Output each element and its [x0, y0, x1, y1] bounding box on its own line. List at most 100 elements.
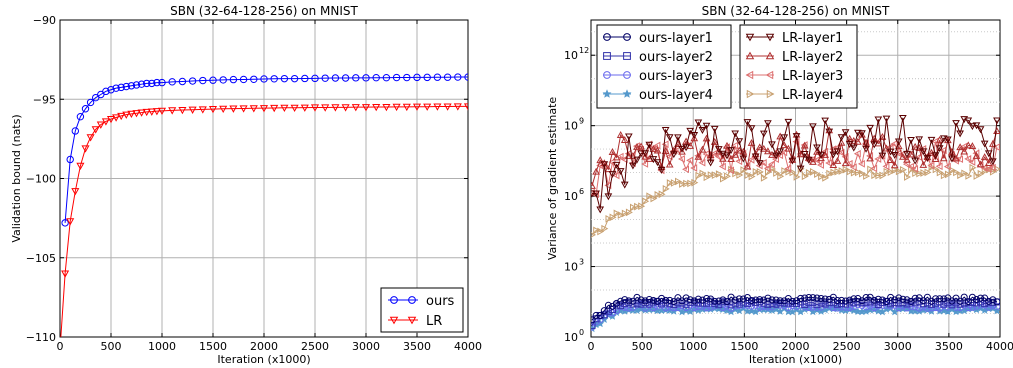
data-point-LR-layer1 [755, 160, 764, 168]
y-tick-label: 10 [564, 120, 578, 133]
data-point-LR-layer4 [793, 173, 801, 181]
data-point-LR-layer1 [723, 152, 731, 160]
data-point-LR [137, 109, 146, 117]
data-point-ours-layer2 [784, 299, 792, 307]
data-point-LR-layer1 [702, 122, 711, 130]
data-point-ours [61, 219, 69, 227]
data-point-ours-layer1 [940, 295, 948, 303]
data-point-LR-layer2 [698, 145, 707, 153]
data-point-ours-layer2 [735, 300, 743, 308]
data-point-ours-layer1 [645, 295, 653, 303]
data-point-LR-layer1 [661, 127, 670, 134]
data-point-ours-layer1 [862, 294, 870, 302]
data-point-LR-layer1 [776, 148, 785, 156]
data-point-LR-layer1 [616, 168, 625, 176]
data-point-ours-layer1 [919, 297, 927, 305]
data-point-LR [71, 188, 80, 196]
data-point-ours-layer1 [977, 294, 985, 302]
legend-marker [745, 33, 755, 42]
data-point-ours [382, 73, 391, 82]
data-point-LR-layer1 [759, 130, 768, 138]
data-point-LR-layer1 [747, 125, 756, 133]
data-point-LR-layer1 [964, 117, 973, 125]
data-point-ours-layer2 [952, 299, 960, 307]
data-point-ours-layer1 [956, 297, 964, 305]
data-point-ours [153, 78, 161, 87]
data-point-ours-layer1 [723, 298, 731, 306]
data-point-ours-layer1 [649, 296, 657, 304]
data-point-ours-layer1 [670, 298, 678, 306]
data-point-ours-layer2 [805, 299, 813, 307]
data-point-LR-layer1 [624, 133, 633, 141]
data-point-ours [117, 83, 125, 92]
legend-label-LR-layer1: LR-layer1 [782, 31, 843, 46]
data-point-ours [290, 74, 299, 83]
data-point-LR-layer1 [821, 117, 830, 125]
data-point-LR-layer4 [834, 167, 842, 176]
data-point-LR-layer3 [682, 165, 689, 174]
data-point-LR-layer2 [899, 152, 907, 160]
x-axis-label: Iteration (x1000) [217, 353, 310, 366]
data-point-ours-layer1 [686, 296, 694, 304]
data-point-LR-layer2 [972, 151, 981, 159]
data-point-ours [239, 75, 248, 84]
data-point-LR-layer1 [694, 119, 703, 127]
legend-label-LR: LR [426, 314, 442, 329]
data-point-LR-layer4 [781, 167, 789, 175]
data-point-LR-layer4 [748, 172, 756, 181]
data-point-LR-layer4 [859, 169, 866, 178]
data-point-LR-layer1 [637, 150, 645, 158]
legend-marker [765, 33, 775, 42]
data-point-LR [157, 107, 167, 116]
data-point-LR-layer4 [695, 171, 703, 180]
data-point-LR-layer4 [777, 172, 785, 181]
data-point-ours [81, 105, 90, 113]
data-point-LR-layer2 [964, 141, 973, 149]
data-point-LR [86, 134, 95, 142]
data-point-LR-layer3 [690, 164, 698, 172]
data-point-ours-layer2 [772, 300, 780, 308]
y-tick-label: −105 [26, 252, 56, 265]
y-tick-exponent: 6 [579, 187, 584, 196]
data-point-LR-layer4 [916, 169, 924, 178]
legend-label-ours: ours [426, 294, 455, 309]
data-point-LR-layer2 [620, 136, 629, 143]
data-point-LR [66, 218, 75, 226]
data-point-LR-layer1 [788, 157, 797, 165]
data-point-LR-layer3 [874, 155, 882, 163]
y-tick-exponent: 12 [579, 46, 589, 55]
chart-validation-bound: 0 500 1000 1500 2000 2500 3000 3500 4000 −110 −105… [10, 4, 482, 366]
data-point-LR-layer4 [850, 168, 858, 177]
data-point-LR-layer1 [903, 150, 911, 158]
data-point-ours-layer3 [993, 302, 1000, 310]
data-point-LR-layer3 [911, 164, 919, 173]
data-point-LR [259, 105, 269, 113]
data-point-LR-layer4 [805, 169, 813, 177]
data-point-LR-layer1 [751, 153, 760, 161]
data-point-ours-layer1 [932, 295, 940, 303]
legend-label-ours-layer2: ours-layer2 [639, 50, 713, 65]
legend-marker [622, 89, 632, 98]
data-point-LR-layer3 [931, 137, 939, 146]
data-point-LR-layer2 [690, 134, 699, 142]
data-point-LR-layer3 [747, 156, 755, 164]
data-point-LR-layer4 [760, 174, 768, 182]
data-point-LR-layer1 [641, 150, 650, 158]
x-tick-label: 4000 [986, 340, 1013, 353]
data-point-ours [132, 81, 141, 89]
data-point-ours [102, 87, 110, 96]
legend-marker [623, 71, 631, 79]
data-point-LR-layer4 [965, 172, 973, 180]
data-point-LR-layer3 [784, 164, 792, 173]
legend-label-ours-layer4: ours-layer4 [639, 88, 713, 103]
data-point-LR-layer4 [662, 185, 670, 193]
data-point-LR [117, 112, 126, 121]
data-point-LR-layer1 [886, 148, 895, 156]
data-point-LR-layer1 [956, 130, 964, 138]
data-point-ours-layer1 [600, 307, 608, 315]
data-point-LR-layer1 [706, 159, 715, 167]
data-point-LR-layer4 [630, 203, 637, 212]
data-point-ours-layer2 [617, 302, 625, 310]
data-point-LR [122, 111, 131, 119]
